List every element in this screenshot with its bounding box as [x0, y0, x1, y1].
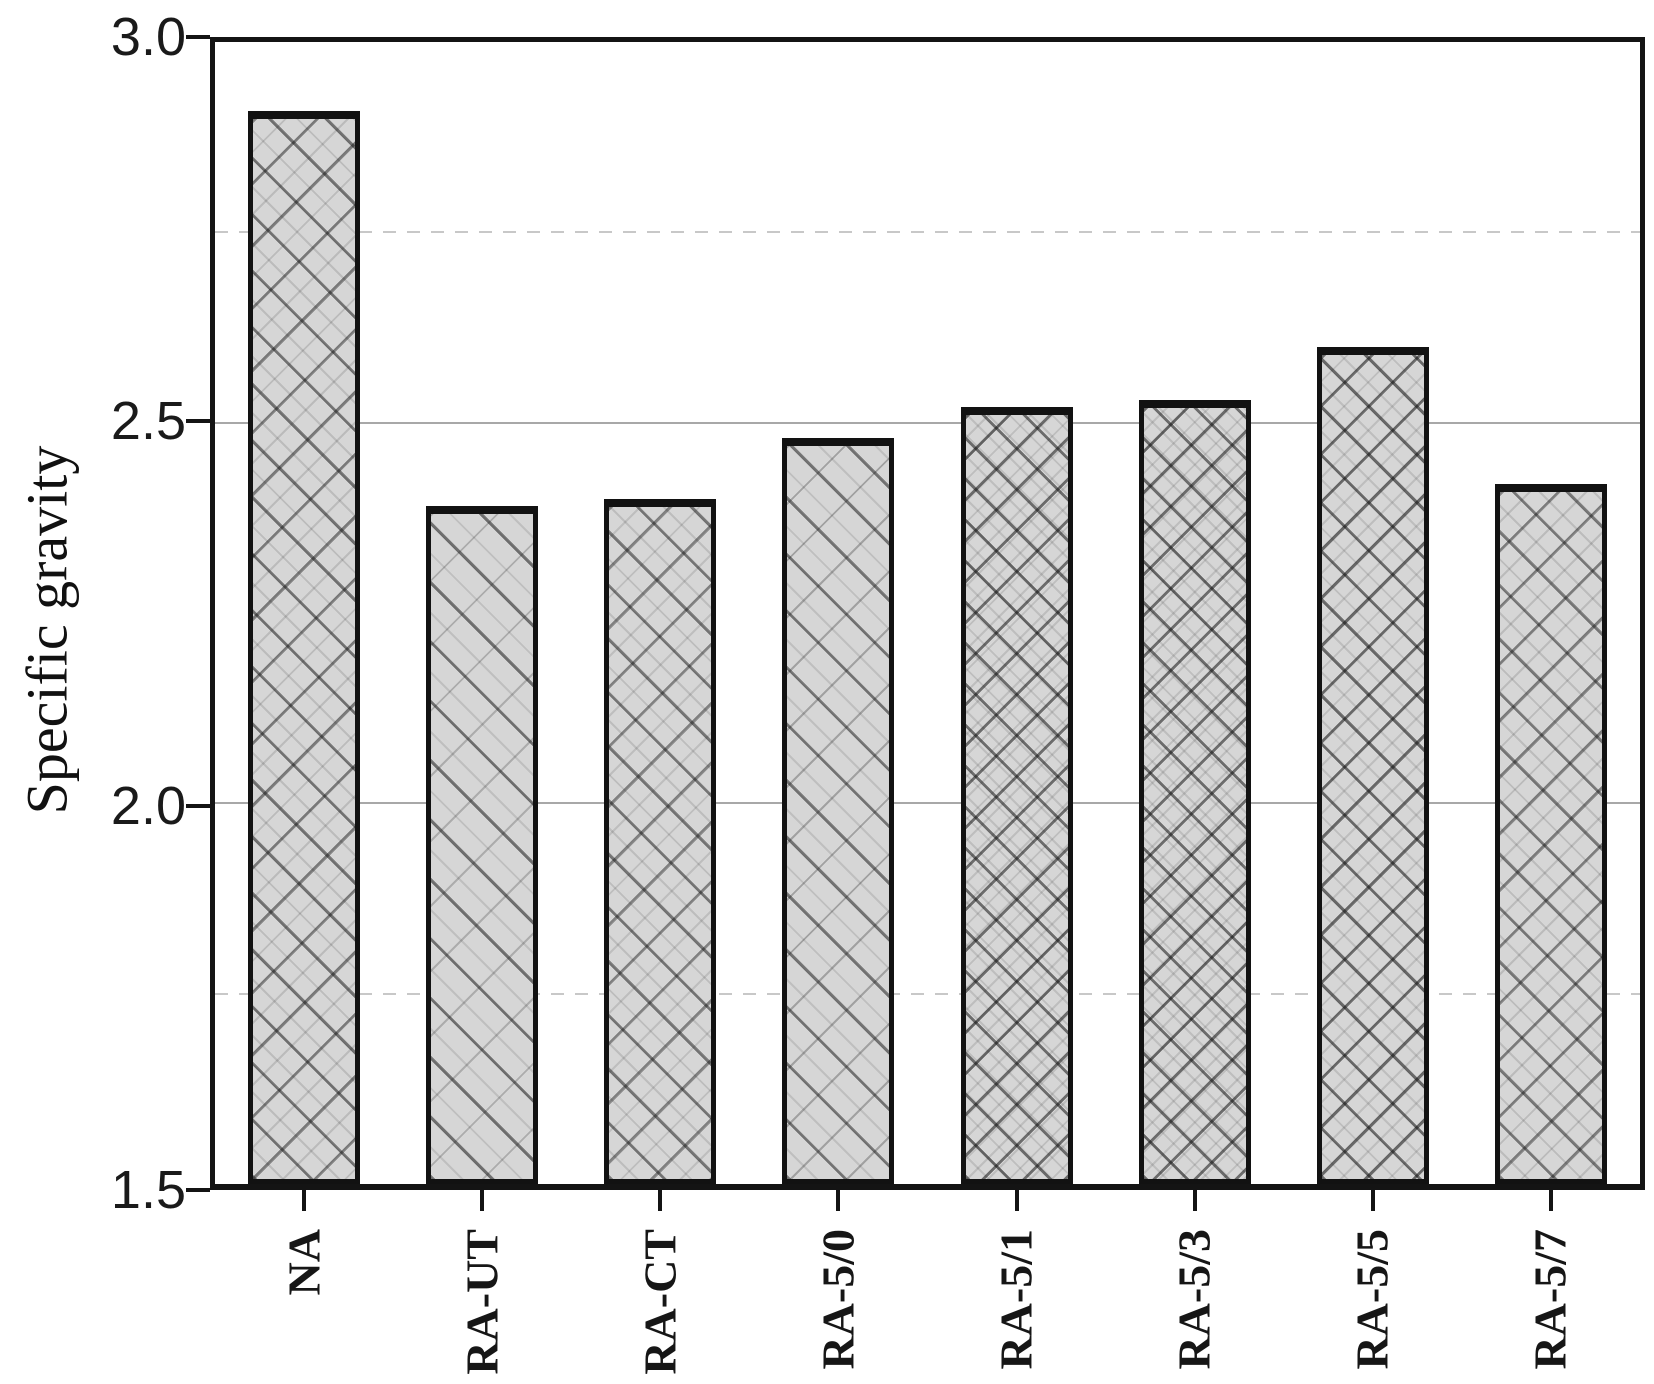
bar-RA-UT — [426, 506, 539, 1184]
y-axis-title: Specific gravity — [14, 445, 80, 815]
y-tick-label: 1.5 — [110, 1160, 186, 1220]
y-tick-label: 2.5 — [110, 391, 186, 452]
y-tick — [186, 35, 210, 39]
x-tick — [836, 1187, 841, 1211]
y-tick — [186, 803, 210, 808]
x-tick — [1014, 1187, 1019, 1211]
plot-area — [210, 37, 1645, 1190]
x-tick — [1192, 1187, 1197, 1211]
y-tick — [186, 419, 210, 424]
gridline-dashed — [215, 231, 1640, 234]
y-tick-label: 2.0 — [110, 775, 186, 836]
bar-NA — [248, 110, 361, 1184]
gridline-dashed — [215, 992, 1640, 995]
bar-RA-5/7 — [1494, 483, 1607, 1184]
gridline-solid — [215, 421, 1640, 424]
x-tick — [658, 1187, 663, 1211]
y-tick-label: 3.0 — [110, 7, 186, 67]
bar-RA-5/3 — [1138, 399, 1251, 1184]
bar-RA-5/5 — [1316, 346, 1429, 1184]
x-tick — [302, 1187, 307, 1211]
bar-RA-CT — [604, 498, 717, 1184]
x-tick — [1370, 1187, 1375, 1211]
x-tick — [1548, 1187, 1553, 1211]
y-tick — [186, 1188, 210, 1192]
bar-RA-5/0 — [782, 437, 895, 1184]
bar-RA-5/1 — [960, 407, 1073, 1184]
x-tick — [480, 1187, 485, 1211]
gridline-solid — [215, 802, 1640, 805]
